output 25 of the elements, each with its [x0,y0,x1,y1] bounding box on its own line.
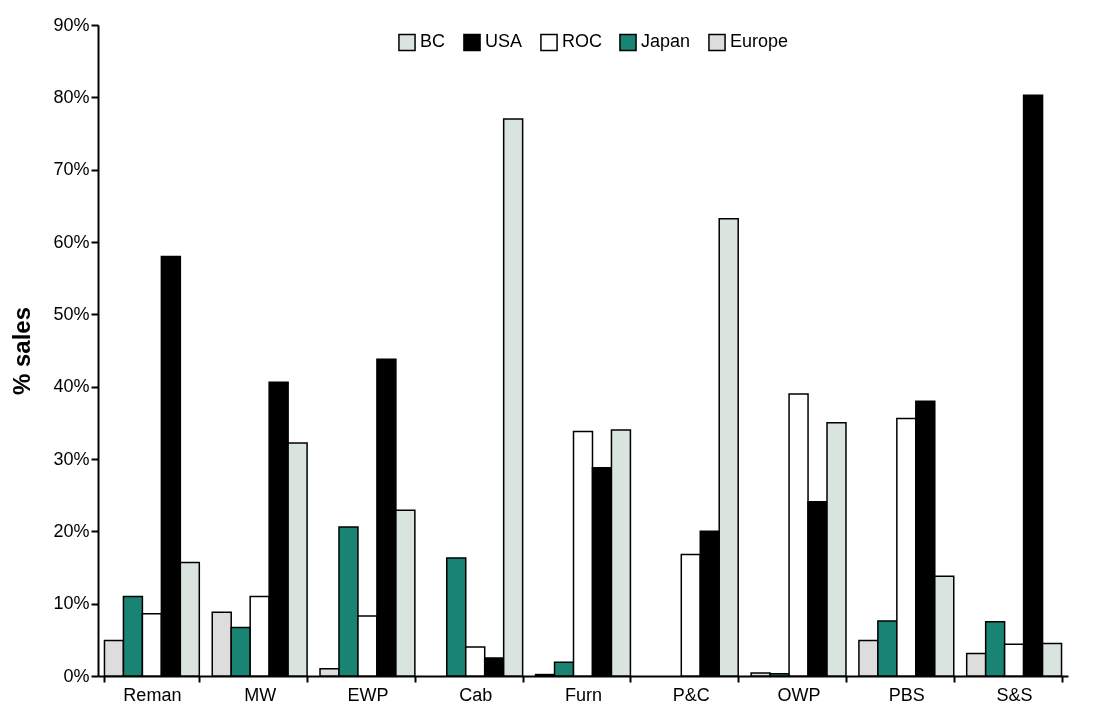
legend-label: ROC [562,31,602,52]
x-tick-label: MW [244,684,277,705]
y-tick-label: 70% [53,159,90,180]
legend-label: Japan [641,31,691,52]
x-tick-label: S&S [996,684,1033,705]
x-tick-label: OWP [777,684,821,705]
y-tick-label: 40% [53,376,90,397]
legend-label: BC [420,31,446,52]
x-tick-label: Reman [123,684,182,705]
y-tick-label: 90% [53,14,90,35]
y-axis-title: % sales [8,306,36,396]
x-tick-label: P&C [672,684,710,705]
y-tick-label: 80% [53,86,90,107]
y-tick-label: 50% [53,303,90,324]
y-tick-label: 60% [53,231,90,252]
x-tick-label: EWP [347,684,389,705]
y-tick-label: 20% [53,520,90,541]
legend-label: USA [485,31,523,52]
x-tick-label: Cab [459,684,493,705]
y-tick-label: 10% [53,593,90,614]
y-tick-label: 0% [63,665,90,686]
x-tick-label: PBS [888,684,925,705]
y-tick-label: 30% [53,448,90,469]
x-tick-label: Furn [564,684,603,705]
legend-label: Europe [730,31,789,52]
